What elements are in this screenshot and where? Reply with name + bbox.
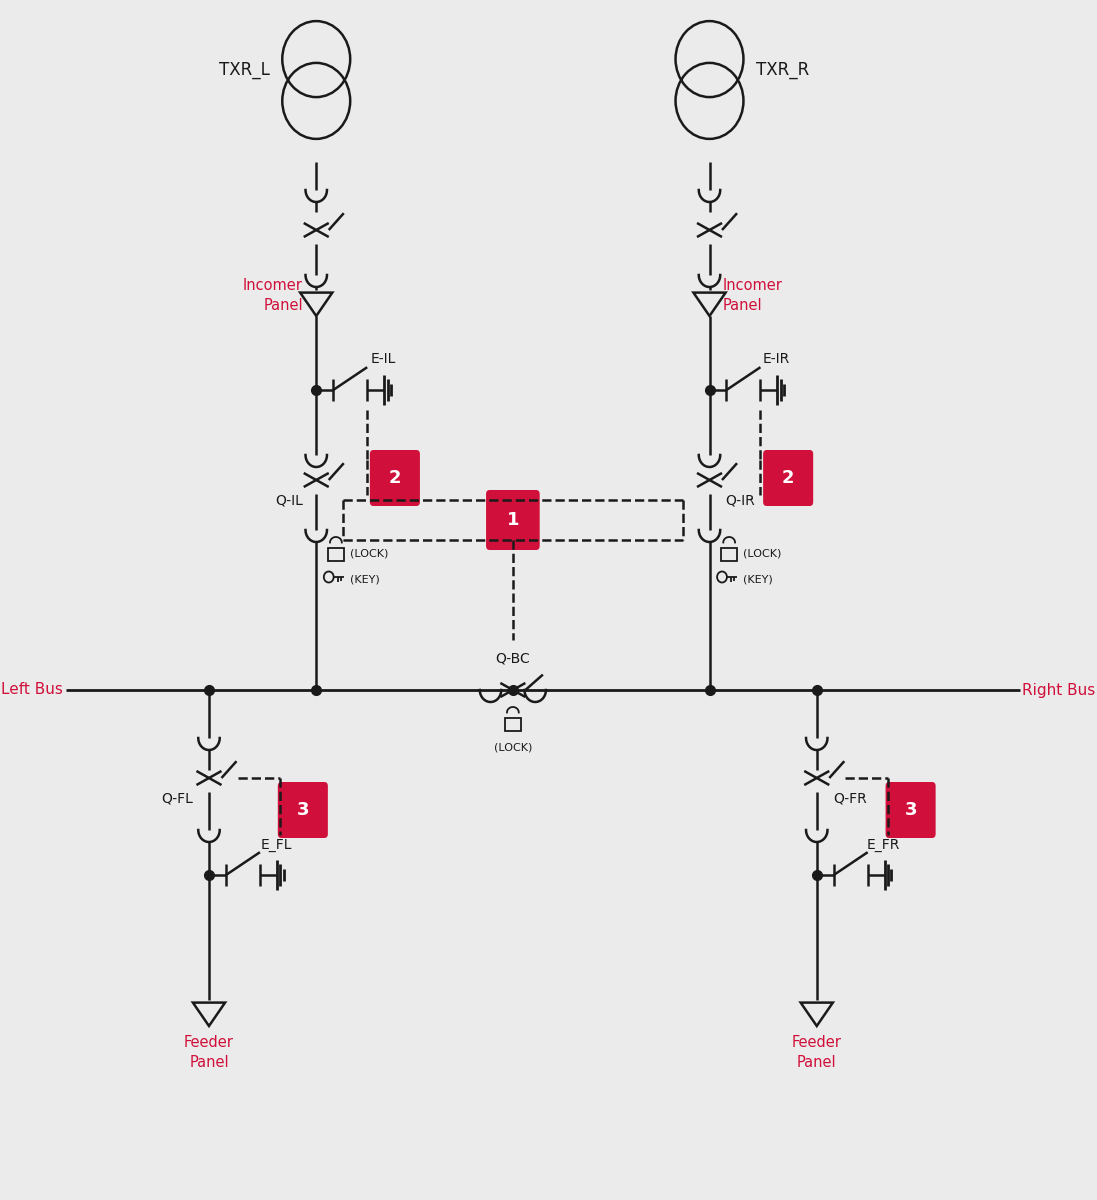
Text: (LOCK): (LOCK) bbox=[744, 548, 782, 558]
Text: 2: 2 bbox=[388, 469, 402, 487]
Text: (KEY): (KEY) bbox=[744, 575, 773, 584]
Text: TXR_L: TXR_L bbox=[219, 61, 270, 79]
FancyBboxPatch shape bbox=[370, 450, 420, 506]
Text: Q-BC: Q-BC bbox=[496, 650, 530, 665]
Bar bbox=[722, 548, 737, 562]
FancyBboxPatch shape bbox=[486, 490, 540, 550]
Text: (LOCK): (LOCK) bbox=[494, 742, 532, 752]
Bar bbox=[505, 718, 521, 731]
Text: Q-IL: Q-IL bbox=[275, 493, 303, 506]
Text: Incomer
Panel: Incomer Panel bbox=[723, 278, 783, 313]
Text: 1: 1 bbox=[507, 511, 519, 529]
Text: E-IL: E-IL bbox=[371, 352, 396, 366]
Text: E_FL: E_FL bbox=[260, 838, 292, 852]
Text: (LOCK): (LOCK) bbox=[350, 548, 388, 558]
FancyBboxPatch shape bbox=[764, 450, 813, 506]
Text: Feeder
Panel: Feeder Panel bbox=[184, 1034, 234, 1070]
Text: E_FR: E_FR bbox=[867, 838, 901, 852]
Text: Left Bus: Left Bus bbox=[1, 683, 64, 697]
Bar bbox=[328, 548, 343, 562]
Text: Right Bus: Right Bus bbox=[1022, 683, 1096, 697]
Text: Q-FR: Q-FR bbox=[833, 792, 867, 806]
Text: 2: 2 bbox=[782, 469, 794, 487]
Text: Incomer
Panel: Incomer Panel bbox=[242, 278, 303, 313]
Text: 3: 3 bbox=[904, 802, 917, 818]
Text: 3: 3 bbox=[296, 802, 309, 818]
Text: TXR_R: TXR_R bbox=[756, 61, 810, 79]
Text: Feeder
Panel: Feeder Panel bbox=[792, 1034, 841, 1070]
FancyBboxPatch shape bbox=[885, 782, 936, 838]
Text: E-IR: E-IR bbox=[762, 352, 790, 366]
FancyBboxPatch shape bbox=[278, 782, 328, 838]
Text: Q-FL: Q-FL bbox=[161, 792, 193, 806]
Text: (KEY): (KEY) bbox=[350, 575, 380, 584]
Text: Q-IR: Q-IR bbox=[725, 493, 756, 506]
